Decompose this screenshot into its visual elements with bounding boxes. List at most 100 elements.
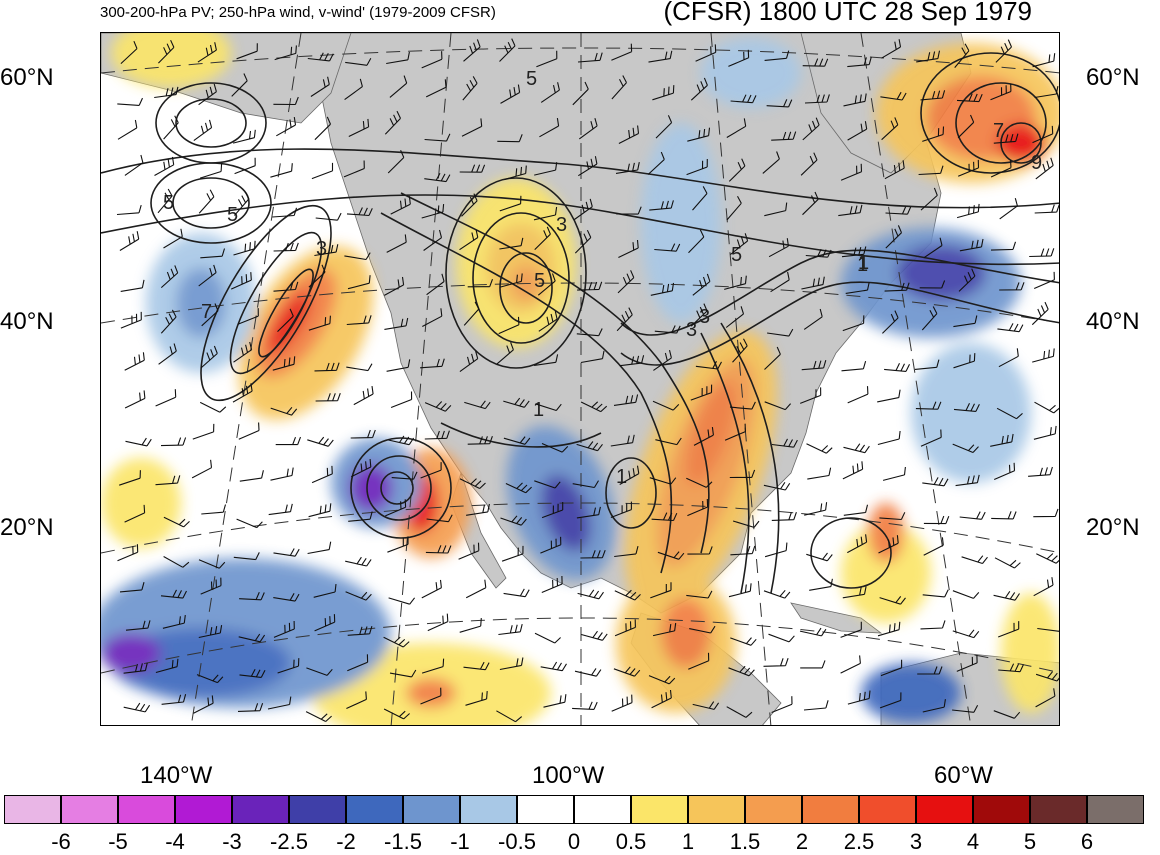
wind-barb (197, 42, 217, 63)
wind-barb (344, 78, 363, 101)
wind-barb (993, 590, 1020, 601)
wind-barb (688, 652, 710, 670)
wind-barb (800, 387, 822, 404)
colorbar-swatch (4, 795, 61, 824)
wind-barb (956, 203, 980, 219)
wind-barb (426, 514, 453, 523)
wind-barb (125, 437, 152, 447)
wind-barb (653, 349, 672, 371)
lat-label-40n-right: 40°N (1086, 308, 1140, 335)
wind-barb (688, 229, 705, 254)
wind-barb (611, 694, 633, 712)
colorbar-swatch (232, 795, 289, 824)
wind-barb (422, 308, 443, 327)
wind-barb (1033, 425, 1057, 440)
wind-barb (693, 427, 714, 446)
wind-barb (424, 133, 451, 142)
contour-label: 1 (533, 399, 544, 421)
wind-barb (420, 687, 442, 705)
wind-barb (1035, 157, 1054, 180)
wind-barb (234, 157, 256, 175)
wind-barb (499, 38, 516, 62)
wind-barb (117, 97, 144, 106)
wind-barb (540, 82, 560, 103)
wind-barb (953, 315, 978, 328)
wind-barb (1032, 53, 1056, 68)
wind-barb (233, 552, 260, 561)
wind-barb (503, 436, 531, 445)
wind-barb (154, 86, 179, 99)
wind-barb (347, 275, 371, 290)
wind-barb (163, 516, 190, 528)
wind-barb (348, 118, 370, 137)
wind-barb (920, 187, 938, 211)
contour-label: 5 (534, 270, 545, 292)
wind-barbs (116, 38, 1059, 723)
colorbar-tick-label: -2.5 (270, 829, 308, 854)
wind-barb (311, 465, 333, 484)
lat-label-40n-left: 40°N (0, 308, 54, 335)
wind-barb (923, 537, 944, 556)
wind-barb (842, 461, 864, 480)
wind-barb (1033, 577, 1054, 597)
wind-barb (884, 282, 910, 292)
lat-label-20n-right: 20°N (1086, 514, 1140, 541)
wind-barb (160, 309, 177, 334)
wind-barb (650, 582, 672, 599)
wind-barb (307, 436, 334, 447)
wind-barb (425, 545, 452, 554)
graticule (101, 33, 1059, 725)
wind-barb (198, 559, 226, 569)
wind-barb (803, 700, 829, 711)
colorbar-swatch (973, 795, 1030, 824)
wind-barb (845, 282, 870, 294)
wind-barb (768, 633, 795, 643)
wind-barb (421, 51, 443, 69)
colorbar-swatch (688, 795, 745, 824)
wind-barb (877, 430, 901, 446)
wind-barb (423, 229, 443, 251)
wind-barb (315, 393, 341, 402)
wind-barb (541, 442, 569, 453)
contour-label: 7 (201, 301, 212, 323)
wind-barb (574, 229, 592, 254)
wind-barb (157, 188, 173, 214)
wind-barb (467, 279, 494, 288)
wind-barb (540, 536, 562, 554)
wind-barb (610, 434, 635, 447)
wind-barb (389, 75, 408, 98)
wind-barb (1032, 125, 1054, 144)
wind-barb (314, 244, 339, 257)
wind-barb (655, 115, 673, 139)
wind-barb (313, 584, 337, 598)
wind-barb (804, 502, 828, 516)
contour-label: 9 (1031, 152, 1042, 174)
colorbar-swatch (175, 795, 232, 824)
wind-barb (307, 52, 334, 62)
wind-barb (841, 246, 867, 258)
wind-barb (999, 198, 1018, 220)
wind-barb (802, 117, 820, 141)
colorbar-tick-label: 1 (681, 829, 695, 854)
wind-barb (198, 264, 217, 287)
wind-barb (847, 121, 868, 141)
wind-barb (728, 583, 752, 598)
wind-barb (274, 45, 297, 61)
wind-barb (536, 50, 558, 68)
wind-barb (270, 467, 294, 481)
wind-barb (273, 593, 300, 602)
wind-barb (923, 237, 943, 259)
colorbar-swatch (859, 795, 916, 824)
wind-barb (275, 436, 302, 446)
wind-barb (499, 657, 524, 671)
wind-barb (1035, 688, 1056, 708)
wind-barb (880, 91, 907, 101)
wind-barb (239, 668, 266, 678)
wind-barb (124, 352, 145, 371)
wind-barb (763, 481, 791, 491)
wind-barb (771, 512, 797, 521)
colorbar-tick-label: 3 (909, 829, 923, 854)
wind-barb (917, 666, 943, 675)
wind-barb (695, 44, 717, 62)
wind-barb (233, 240, 256, 256)
